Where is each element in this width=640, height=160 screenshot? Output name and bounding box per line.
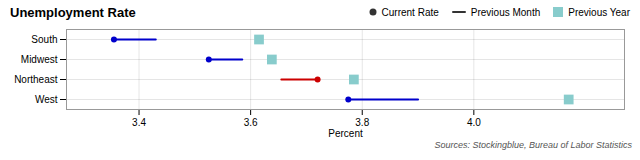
html-text:Previous Month: Previous Month (470, 6, 541, 18)
svg-text:3.6: 3.6 (244, 117, 258, 128)
svg-text:Midwest: Midwest (21, 54, 58, 65)
svg-text:Percent: Percent (328, 128, 363, 139)
html-text:Previous Year: Previous Year (568, 6, 630, 18)
svg-text:Northeast: Northeast (14, 74, 58, 85)
svg-text:West: West (35, 94, 58, 105)
svg-text:3.4: 3.4 (132, 117, 146, 128)
svg-text:3.8: 3.8 (355, 117, 369, 128)
svg-text:South: South (31, 34, 57, 45)
html-text:Unemployment Rate: Unemployment Rate (10, 4, 136, 20)
html-text:Current Rate: Current Rate (381, 6, 439, 18)
svg-text:4.0: 4.0 (467, 117, 481, 128)
html-text:Sources: Stockingblue, Bureau: Sources: Stockingblue, Bureau of Labor S… (434, 140, 632, 150)
